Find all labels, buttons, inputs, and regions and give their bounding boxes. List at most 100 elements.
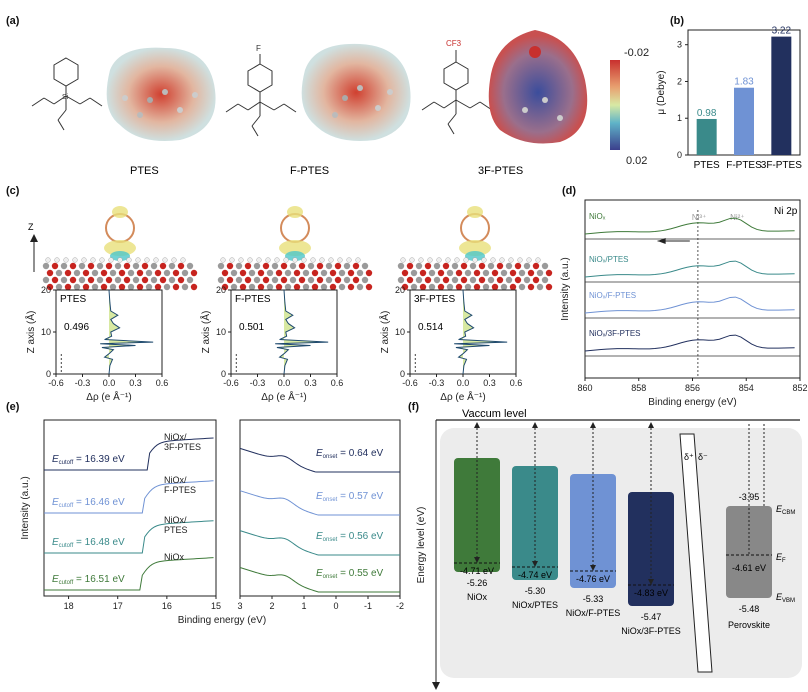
slab-atom (460, 276, 468, 284)
arrow-down (474, 557, 480, 563)
h-atom (256, 257, 262, 263)
bar-ptes (696, 118, 717, 155)
series-name: 3F-PTES (164, 442, 201, 452)
slab-atom (455, 283, 463, 291)
slab-atom (397, 276, 405, 284)
h-atom (108, 257, 114, 263)
slab-atom (500, 283, 508, 291)
slab-atom (433, 276, 441, 284)
slab-atom (235, 262, 243, 270)
slab-atom (275, 283, 283, 291)
slab-atom (248, 269, 256, 277)
molecule-ring (460, 213, 490, 243)
slab-atom (442, 262, 450, 270)
slab-atom (307, 276, 315, 284)
slab-atom (127, 269, 135, 277)
slab-atom (428, 283, 436, 291)
x-axis-label: Δρ (e Å⁻¹) (261, 390, 306, 403)
x-tick-label: 1 (301, 601, 306, 611)
slab-atom (275, 269, 283, 277)
slab-atom (347, 283, 355, 291)
block-name: Perovskite (728, 620, 770, 630)
slab-atom (123, 262, 131, 270)
h-atom (436, 257, 442, 263)
slab-atom (230, 269, 238, 277)
bar-value-label: 3.22 (772, 26, 792, 37)
slab-atom (298, 262, 306, 270)
slab-atom (42, 262, 50, 270)
panel-e-label: (e) (6, 401, 20, 413)
slab-atom (451, 262, 459, 270)
slab-atom (154, 283, 162, 291)
slab-atom (136, 283, 144, 291)
slab-atom (334, 262, 342, 270)
slab-atom (442, 276, 450, 284)
h-atom (265, 257, 271, 263)
charge-profile-line (275, 289, 329, 375)
series-label: NiOₓ/F-PTES (589, 291, 636, 300)
y-tick-label: 3 (677, 40, 682, 50)
h-atom (283, 257, 289, 263)
si-label: Si (62, 94, 69, 101)
slab-atom (132, 262, 140, 270)
slab-atom (244, 262, 252, 270)
slab-atom (487, 262, 495, 270)
arrow-up (474, 422, 480, 428)
slab-atom (141, 276, 149, 284)
slab-atom (410, 269, 418, 277)
y-tick-label: 10 (41, 327, 51, 337)
charge-lobe (287, 206, 303, 218)
h-atom (220, 257, 226, 263)
slab-atom (446, 283, 454, 291)
slab-atom (96, 276, 104, 284)
x-tick-label: 0 (333, 601, 338, 611)
slab-atom (343, 276, 351, 284)
slab-atom (82, 269, 90, 277)
chart-name: 3F-PTES (414, 294, 455, 305)
onset-line-3 (239, 567, 400, 593)
cutoff-line-2 (44, 520, 214, 554)
slab-atom (500, 269, 508, 277)
slab-atom (469, 276, 477, 284)
h-atom (99, 257, 105, 263)
x-tick-label: F-PTES (726, 160, 762, 171)
slab-atom (100, 269, 108, 277)
slab-atom (69, 262, 77, 270)
block-name: NiOx/PTES (512, 600, 558, 610)
cutoff-line-0 (44, 437, 214, 471)
vbm-symbol: EVBM (776, 592, 795, 604)
slab-atom (446, 269, 454, 277)
slab-atom (73, 269, 81, 277)
x-tick-label: -0.6 (223, 378, 239, 388)
energy-level-diagram: Vaccum level Energy level (eV) -4.71 eV -5.… (416, 408, 802, 690)
slab-atom (419, 269, 427, 277)
profile-fill (454, 290, 508, 374)
h-atom (490, 257, 496, 263)
h-atom (463, 257, 469, 263)
h-atom (171, 257, 177, 263)
slab-atom (284, 269, 292, 277)
h-atom (472, 257, 478, 263)
charge-density-charts: -0.6 -0.3 0.0 0.3 0.6 0 10 20 Δρ (e Å⁻¹) Z axis (… (24, 285, 522, 403)
slab-atom (460, 262, 468, 270)
slab-atom (168, 262, 176, 270)
slab-atom (527, 269, 535, 277)
cutoff-label: Ecutoff = 16.39 eV (52, 454, 125, 466)
slab-atom (325, 276, 333, 284)
slab-atom (298, 276, 306, 284)
slab-atom (217, 276, 225, 284)
fermi-label: -4.74 eV (518, 570, 552, 580)
h-atom (535, 257, 541, 263)
plot-frame-right (239, 419, 401, 597)
x-axis-label: Binding energy (eV) (648, 397, 736, 408)
slab-atom (505, 262, 513, 270)
shift-arrow-head (657, 238, 666, 244)
slab-atom (136, 269, 144, 277)
slab-atom (159, 262, 167, 270)
slab-atom (482, 283, 490, 291)
slab-atom (105, 276, 113, 284)
vbm-label: -5.48 (739, 604, 760, 614)
x-tick-label: 0.0 (103, 378, 116, 388)
slab-atom (87, 276, 95, 284)
